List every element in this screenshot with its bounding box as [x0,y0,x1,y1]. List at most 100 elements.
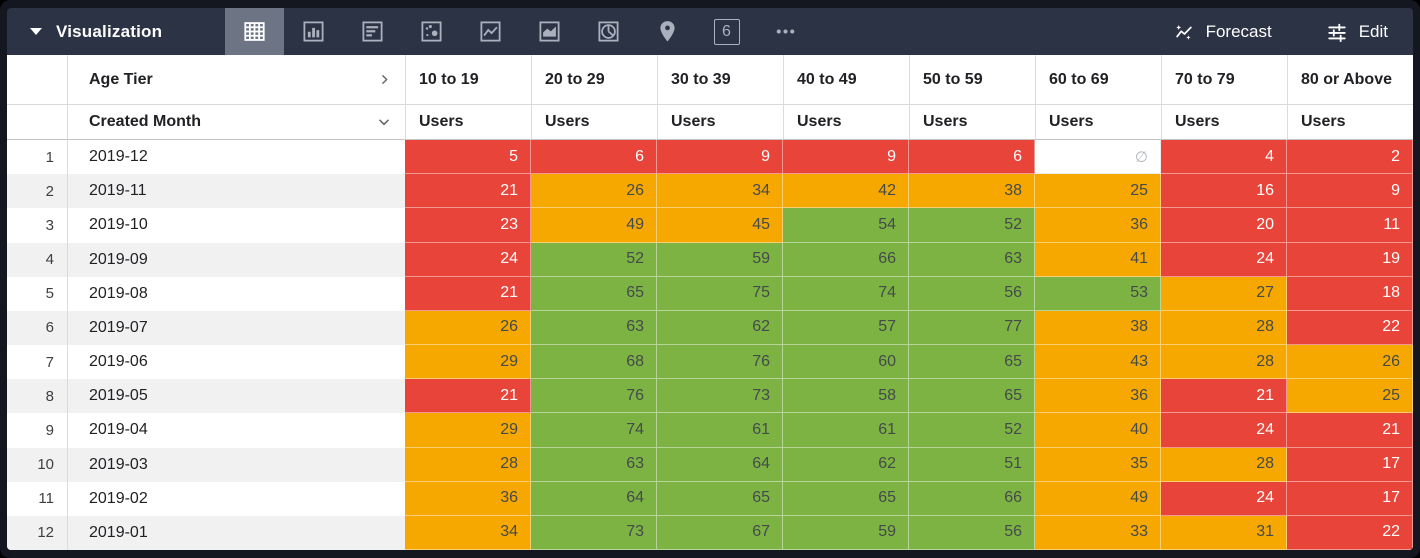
value-cell[interactable]: 58 [783,379,909,414]
value-cell[interactable]: 52 [909,208,1035,243]
value-cell[interactable]: 20 [1161,208,1287,243]
value-cell[interactable]: 6 [909,140,1035,175]
value-cell[interactable]: 65 [909,379,1035,414]
value-cell[interactable]: 64 [531,481,657,516]
value-cell[interactable]: 29 [405,413,531,448]
age-tier-header-2[interactable]: 30 to 39 [657,55,783,105]
viz-tab-pie-chart[interactable] [579,8,638,55]
value-cell[interactable]: 24 [1161,481,1287,516]
value-cell[interactable]: 21 [405,379,531,414]
value-cell[interactable]: 2 [1287,140,1413,175]
viz-tab-scatter-chart[interactable] [402,8,461,55]
value-cell[interactable]: 73 [657,379,783,414]
value-cell[interactable]: 52 [531,242,657,277]
value-cell[interactable]: 77 [909,310,1035,345]
forecast-button[interactable]: Forecast [1173,8,1272,55]
month-cell[interactable]: 2019-06 [67,345,405,380]
month-cell[interactable]: 2019-05 [67,379,405,414]
edit-button[interactable]: Edit [1326,8,1388,55]
value-cell[interactable]: 21 [1161,379,1287,414]
value-cell[interactable]: 63 [531,447,657,482]
value-cell[interactable]: 36 [405,481,531,516]
value-cell[interactable]: 28 [1161,310,1287,345]
viz-tab-bar-chart[interactable] [284,8,343,55]
viz-tab-table-chart[interactable] [225,8,284,55]
measure-header-5[interactable]: Users [1035,105,1161,140]
value-cell[interactable]: 65 [783,481,909,516]
column-dimension-header[interactable]: Age Tier [67,55,405,105]
month-cell[interactable]: 2019-10 [67,208,405,243]
value-cell[interactable]: 28 [1161,345,1287,380]
measure-header-1[interactable]: Users [531,105,657,140]
value-cell[interactable]: 4 [1161,140,1287,175]
value-cell[interactable]: 65 [531,276,657,311]
measure-header-0[interactable]: Users [405,105,531,140]
value-cell[interactable]: 17 [1287,447,1413,482]
month-cell[interactable]: 2019-04 [67,413,405,448]
value-cell[interactable]: 61 [657,413,783,448]
value-cell[interactable]: 40 [1035,413,1161,448]
measure-header-4[interactable]: Users [909,105,1035,140]
value-cell[interactable]: 60 [783,345,909,380]
value-cell[interactable]: 26 [531,174,657,209]
value-cell[interactable]: 23 [405,208,531,243]
visualization-section-toggle[interactable]: Visualization [7,8,225,55]
value-cell[interactable]: 21 [405,174,531,209]
age-tier-header-1[interactable]: 20 to 29 [531,55,657,105]
age-tier-header-6[interactable]: 70 to 79 [1161,55,1287,105]
value-cell[interactable]: 9 [783,140,909,175]
viz-tab-horizontal-bar-chart[interactable] [343,8,402,55]
value-cell[interactable]: 38 [1035,310,1161,345]
value-cell[interactable]: 29 [405,345,531,380]
value-cell[interactable]: 31 [1161,515,1287,550]
month-cell[interactable]: 2019-07 [67,310,405,345]
value-cell[interactable]: 57 [783,310,909,345]
value-cell[interactable]: 41 [1035,242,1161,277]
measure-header-3[interactable]: Users [783,105,909,140]
month-cell[interactable]: 2019-11 [67,174,405,209]
month-cell[interactable]: 2019-03 [67,447,405,482]
value-cell[interactable]: 36 [1035,208,1161,243]
measure-header-6[interactable]: Users [1161,105,1287,140]
value-cell[interactable]: 42 [783,174,909,209]
value-cell[interactable]: ∅ [1035,140,1161,175]
value-cell[interactable]: 24 [1161,413,1287,448]
value-cell[interactable]: 75 [657,276,783,311]
value-cell[interactable]: 62 [783,447,909,482]
value-cell[interactable]: 9 [657,140,783,175]
value-cell[interactable]: 34 [657,174,783,209]
value-cell[interactable]: 56 [909,515,1035,550]
age-tier-header-3[interactable]: 40 to 49 [783,55,909,105]
value-cell[interactable]: 25 [1035,174,1161,209]
value-cell[interactable]: 27 [1161,276,1287,311]
row-dimension-header[interactable]: Created Month [67,105,405,140]
value-cell[interactable]: 36 [1035,379,1161,414]
value-cell[interactable]: 63 [909,242,1035,277]
value-cell[interactable]: 76 [531,379,657,414]
value-cell[interactable]: 51 [909,447,1035,482]
month-cell[interactable]: 2019-02 [67,481,405,516]
age-tier-header-4[interactable]: 50 to 59 [909,55,1035,105]
value-cell[interactable]: 17 [1287,481,1413,516]
value-cell[interactable]: 49 [531,208,657,243]
month-cell[interactable]: 2019-12 [67,140,405,175]
value-cell[interactable]: 49 [1035,481,1161,516]
value-cell[interactable]: 22 [1287,310,1413,345]
value-cell[interactable]: 65 [909,345,1035,380]
value-cell[interactable]: 56 [909,276,1035,311]
value-cell[interactable]: 24 [405,242,531,277]
value-cell[interactable]: 26 [1287,345,1413,380]
value-cell[interactable]: 26 [405,310,531,345]
age-tier-header-7[interactable]: 80 or Above [1287,55,1413,105]
viz-tab-map-pin[interactable] [638,8,697,55]
value-cell[interactable]: 28 [405,447,531,482]
value-cell[interactable]: 68 [531,345,657,380]
month-cell[interactable]: 2019-09 [67,242,405,277]
value-cell[interactable]: 76 [657,345,783,380]
viz-tab-line-chart[interactable] [461,8,520,55]
measure-header-2[interactable]: Users [657,105,783,140]
value-cell[interactable]: 6 [531,140,657,175]
value-cell[interactable]: 52 [909,413,1035,448]
viz-tab-single-value[interactable]: 6 [697,8,756,55]
value-cell[interactable]: 28 [1161,447,1287,482]
